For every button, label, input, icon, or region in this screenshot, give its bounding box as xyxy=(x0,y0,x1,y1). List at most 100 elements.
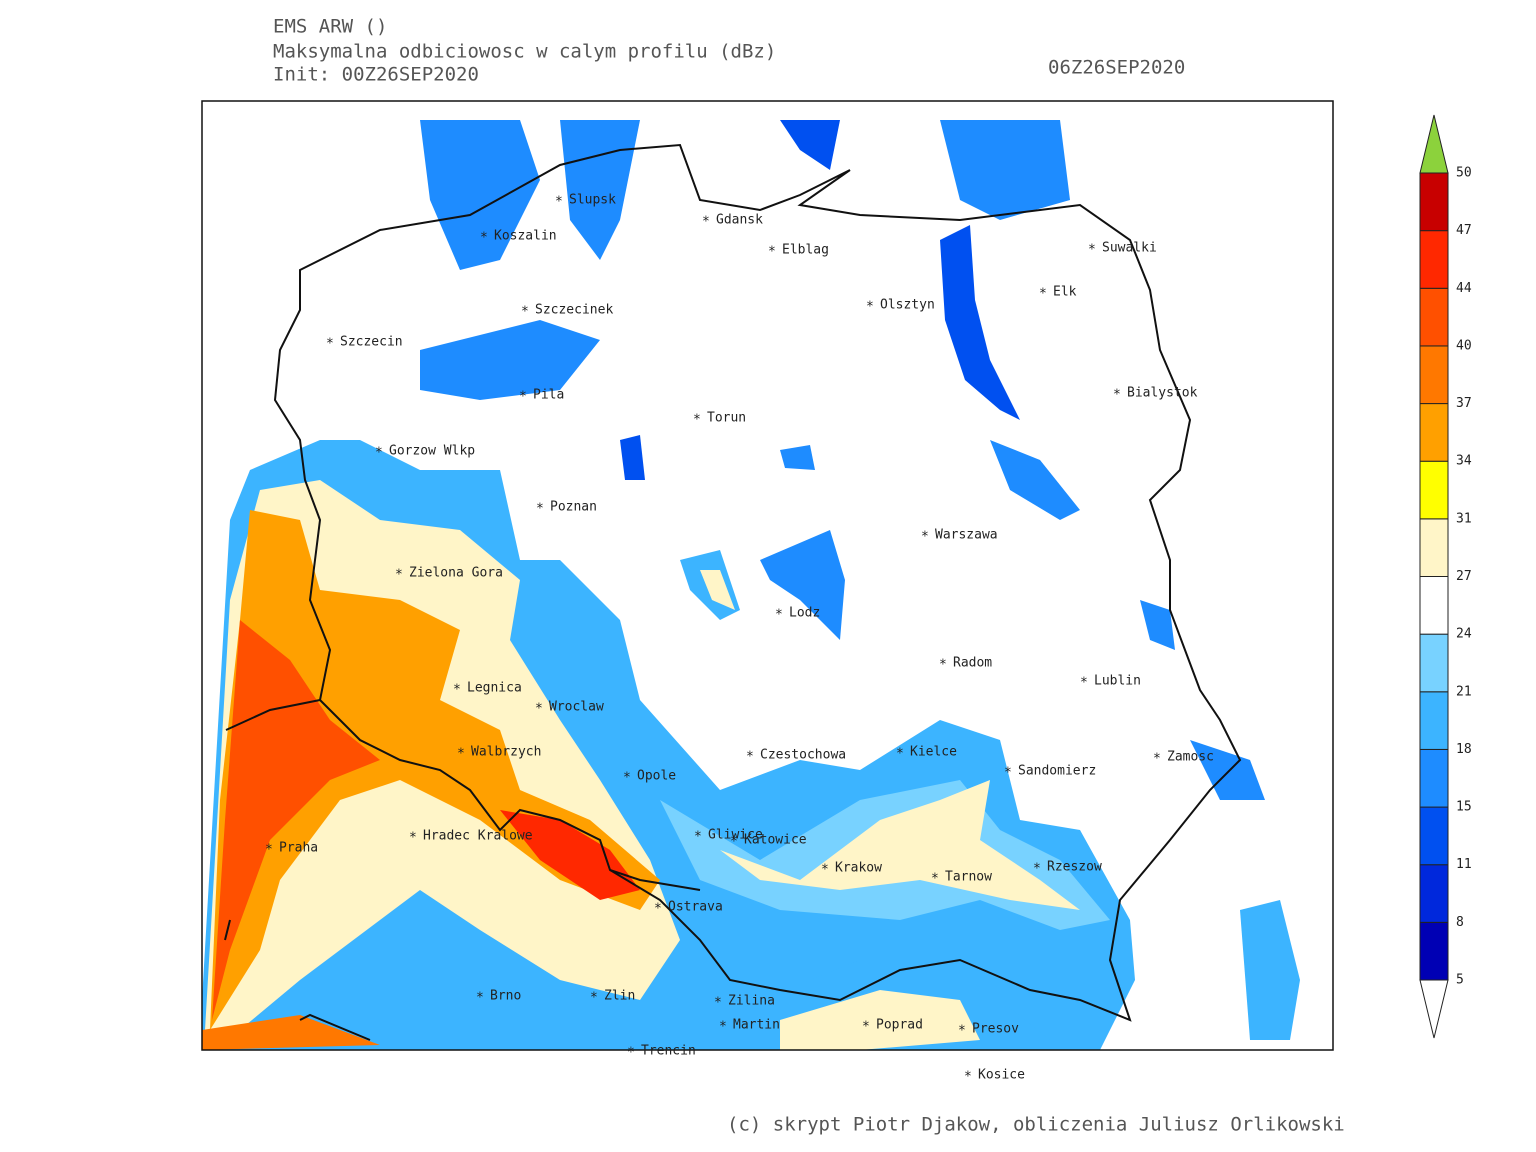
city-label: Elblag xyxy=(782,243,829,258)
city-label: Lublin xyxy=(1094,674,1141,689)
colorbar-under xyxy=(1419,979,1449,1039)
colorbar-segment xyxy=(1419,921,1449,981)
colorbar-segment xyxy=(1419,576,1449,635)
city-label: Martin xyxy=(733,1018,780,1033)
city-label: Rzeszow xyxy=(1047,860,1102,875)
city-label: Gliwice xyxy=(708,828,763,843)
city-marker: * xyxy=(555,195,563,210)
city-marker: * xyxy=(768,245,776,260)
city-marker: * xyxy=(896,747,904,762)
colorbar-label: 18 xyxy=(1456,742,1472,757)
city-label: Katowice xyxy=(744,833,807,848)
city-marker: * xyxy=(375,446,383,461)
city-marker: * xyxy=(326,337,334,352)
city-label: Krakow xyxy=(835,861,882,876)
city-label: Slupsk xyxy=(569,193,616,208)
title: EMS ARW () xyxy=(273,16,387,38)
city-marker: * xyxy=(521,305,529,320)
city-label: Poprad xyxy=(876,1018,923,1033)
city-label: Pila xyxy=(533,388,564,403)
city-label: Szczecin xyxy=(340,335,403,350)
reflectivity-field xyxy=(202,120,1300,1050)
city-marker: * xyxy=(964,1070,972,1085)
city-marker: * xyxy=(958,1024,966,1039)
colorbar-label: 15 xyxy=(1456,800,1472,815)
colorbar-segment xyxy=(1419,633,1449,693)
city-label: Hradec Kralowe xyxy=(423,829,533,844)
colorbar-segment xyxy=(1419,287,1449,347)
city-label: Koszalin xyxy=(494,229,557,244)
city-label: Torun xyxy=(707,411,746,426)
city-label: Presov xyxy=(972,1022,1019,1037)
colorbar-label: 5 xyxy=(1456,973,1464,988)
city-marker: * xyxy=(536,502,544,517)
city-labels: * Gdansk * Elblag * Suwalki * Slupsk * Koszalin * E… xyxy=(265,193,1214,1085)
city-marker: * xyxy=(395,568,403,583)
city-label: Gorzow Wlkp xyxy=(389,444,475,459)
city-label: Olsztyn xyxy=(880,298,935,313)
colorbar-over xyxy=(1419,114,1449,174)
city-label: Tarnow xyxy=(945,870,992,885)
city-label: Lodz xyxy=(789,606,820,621)
city-label: Zamosc xyxy=(1167,750,1214,765)
map-frame xyxy=(201,100,1334,1051)
city-label: Ostrava xyxy=(668,900,723,915)
city-label: Kosice xyxy=(978,1068,1025,1083)
city-marker: * xyxy=(476,991,484,1006)
city-label: Wroclaw xyxy=(549,700,604,715)
city-marker: * xyxy=(1039,287,1047,302)
city-marker: * xyxy=(535,702,543,717)
city-label: Sandomierz xyxy=(1018,764,1096,779)
borders xyxy=(224,143,1242,1041)
city-marker: * xyxy=(1004,766,1012,781)
city-marker: * xyxy=(866,300,874,315)
init-time: Init: 00Z26SEP2020 xyxy=(273,64,479,86)
city-marker: * xyxy=(1153,752,1161,767)
city-marker: * xyxy=(939,658,947,673)
city-marker: * xyxy=(714,996,722,1011)
city-marker: * xyxy=(719,1020,727,1035)
city-marker: * xyxy=(862,1020,870,1035)
city-marker: * xyxy=(931,872,939,887)
city-marker: * xyxy=(821,863,829,878)
city-marker: * xyxy=(693,413,701,428)
city-label: Walbrzych xyxy=(471,745,541,760)
city-marker: * xyxy=(730,835,738,850)
city-marker: * xyxy=(590,991,598,1006)
colorbar-label: 44 xyxy=(1456,281,1472,296)
colorbar-segment xyxy=(1419,748,1449,808)
colorbar-segment xyxy=(1419,230,1449,289)
city-label: Gdansk xyxy=(716,213,763,228)
city-label: Trencin xyxy=(641,1044,696,1059)
city-label: Suwalki xyxy=(1102,241,1157,256)
subtitle: Maksymalna odbiciowosc w calym profilu (… xyxy=(273,41,776,63)
colorbar-label: 40 xyxy=(1456,338,1472,353)
colorbar-segment xyxy=(1419,172,1449,232)
colorbar-label: 34 xyxy=(1456,454,1472,469)
city-marker: * xyxy=(1033,862,1041,877)
city-label: Legnica xyxy=(467,681,522,696)
colorbar-segment xyxy=(1419,691,1449,750)
colorbar: 5 8 11 15 18 21 24 27 31 34 37 40 44 47 50 xyxy=(1419,114,1472,1039)
city-marker: * xyxy=(654,902,662,917)
colorbar-segment xyxy=(1419,403,1449,462)
city-marker: * xyxy=(702,215,710,230)
colorbar-label: 8 xyxy=(1456,915,1464,930)
valid-time: 06Z26SEP2020 xyxy=(1048,57,1185,79)
colorbar-segment xyxy=(1419,864,1449,923)
city-label: Zilina xyxy=(728,994,775,1009)
city-label: Poznan xyxy=(550,500,597,515)
city-marker: * xyxy=(623,771,631,786)
colorbar-label: 11 xyxy=(1456,857,1472,872)
city-label: Czestochowa xyxy=(760,748,846,763)
city-marker: * xyxy=(519,390,527,405)
colorbar-label: 50 xyxy=(1456,166,1472,181)
colorbar-segment xyxy=(1419,460,1449,520)
city-label: Zlin xyxy=(604,989,635,1004)
colorbar-label: 24 xyxy=(1456,627,1472,642)
city-marker: * xyxy=(746,750,754,765)
colorbar-segment xyxy=(1419,345,1449,405)
city-marker: * xyxy=(921,530,929,545)
city-marker: * xyxy=(1080,676,1088,691)
